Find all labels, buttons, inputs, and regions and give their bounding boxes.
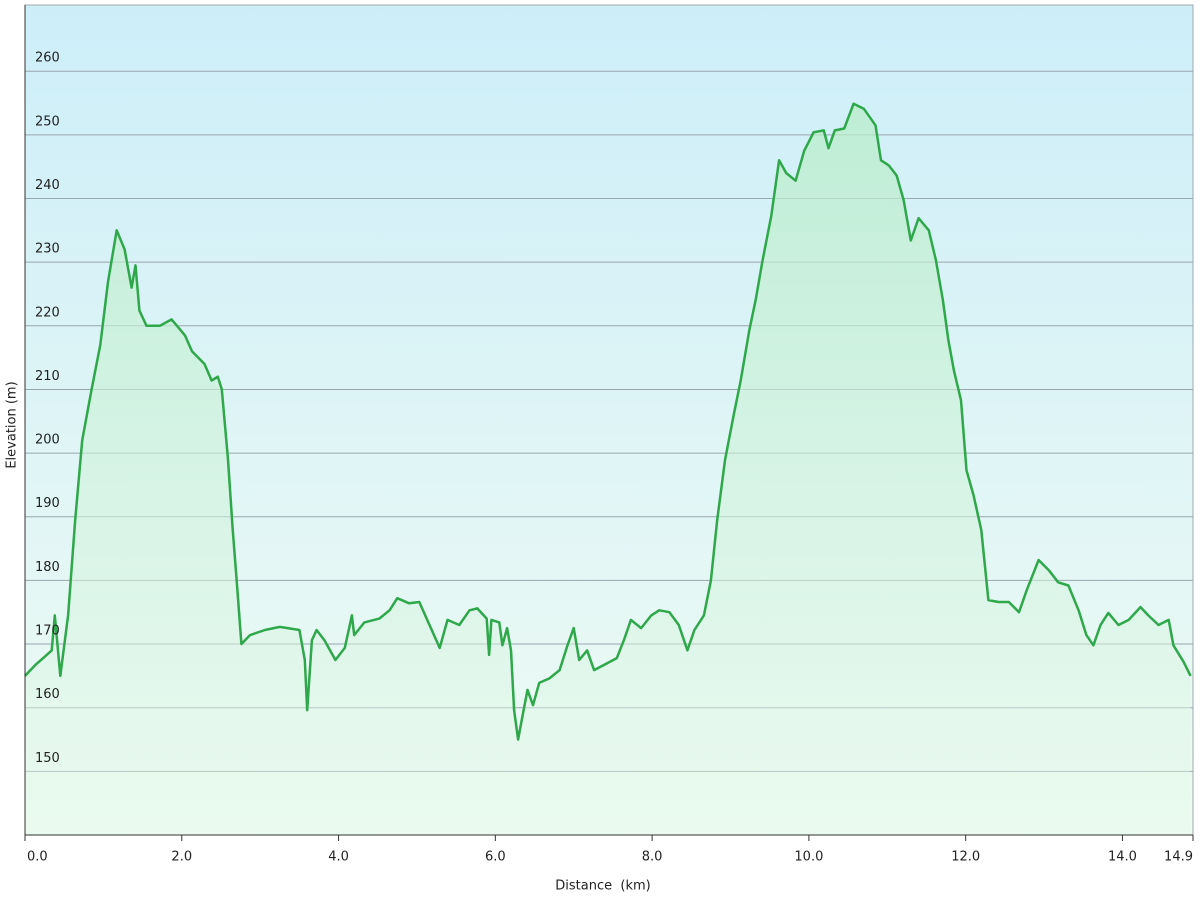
x-tick-label: 14.0 (1108, 850, 1137, 865)
y-tick-label: 180 (35, 560, 60, 575)
x-tick-label: 4.0 (328, 850, 349, 865)
x-tick-label: 8.0 (642, 850, 663, 865)
y-tick-label: 190 (35, 496, 60, 511)
x-tick-label: 10.0 (794, 850, 823, 865)
y-tick-label: 250 (35, 114, 60, 129)
y-tick-label: 170 (35, 624, 60, 639)
x-tick-label: 12.0 (951, 850, 980, 865)
y-tick-label: 260 (35, 51, 60, 66)
y-tick-label: 240 (35, 178, 60, 193)
elevation-line (24, 102, 1192, 741)
marks (24, 102, 1192, 835)
y-tick-label: 160 (35, 687, 60, 702)
x-axis-label: Distance (km) (555, 879, 650, 894)
y-tick-label: 220 (35, 305, 60, 320)
y-tick-label: 200 (35, 433, 60, 448)
y-tick-label: 210 (35, 369, 60, 384)
x-tick-label: 0.0 (27, 850, 48, 865)
y-axis-label: Elevation (m) (5, 381, 20, 468)
x-tick-label: 6.0 (485, 850, 506, 865)
x-tick-label: 14.9 (1164, 850, 1193, 865)
labels: 150 160 170 180 190 200 210 220 230 240 250 260 0.0 2… (24, 51, 1194, 865)
x-tick-label: 2.0 (171, 850, 192, 865)
y-tick-label: 150 (35, 751, 60, 766)
y-tick-label: 230 (35, 242, 60, 257)
area-fill (25, 103, 1191, 835)
